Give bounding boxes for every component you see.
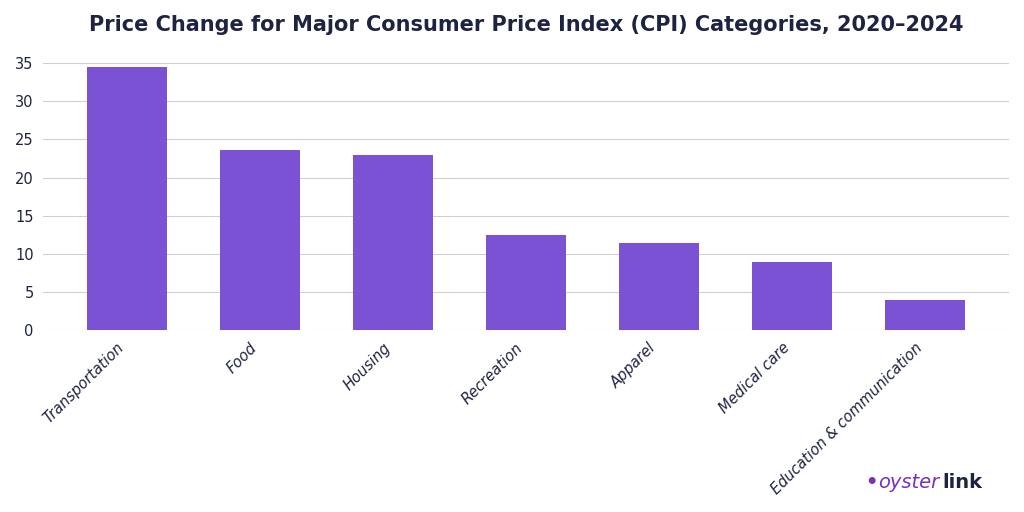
Bar: [220, 150, 300, 330]
Bar: [620, 243, 699, 330]
Bar: [486, 235, 566, 330]
Text: link: link: [942, 473, 982, 492]
Bar: [87, 67, 167, 330]
Bar: [353, 155, 433, 330]
Text: oyster: oyster: [879, 473, 940, 492]
Text: •: •: [865, 473, 878, 492]
Bar: [753, 262, 833, 330]
Title: Price Change for Major Consumer Price Index (CPI) Categories, 2020–2024: Price Change for Major Consumer Price In…: [89, 15, 964, 35]
Bar: [886, 300, 965, 330]
